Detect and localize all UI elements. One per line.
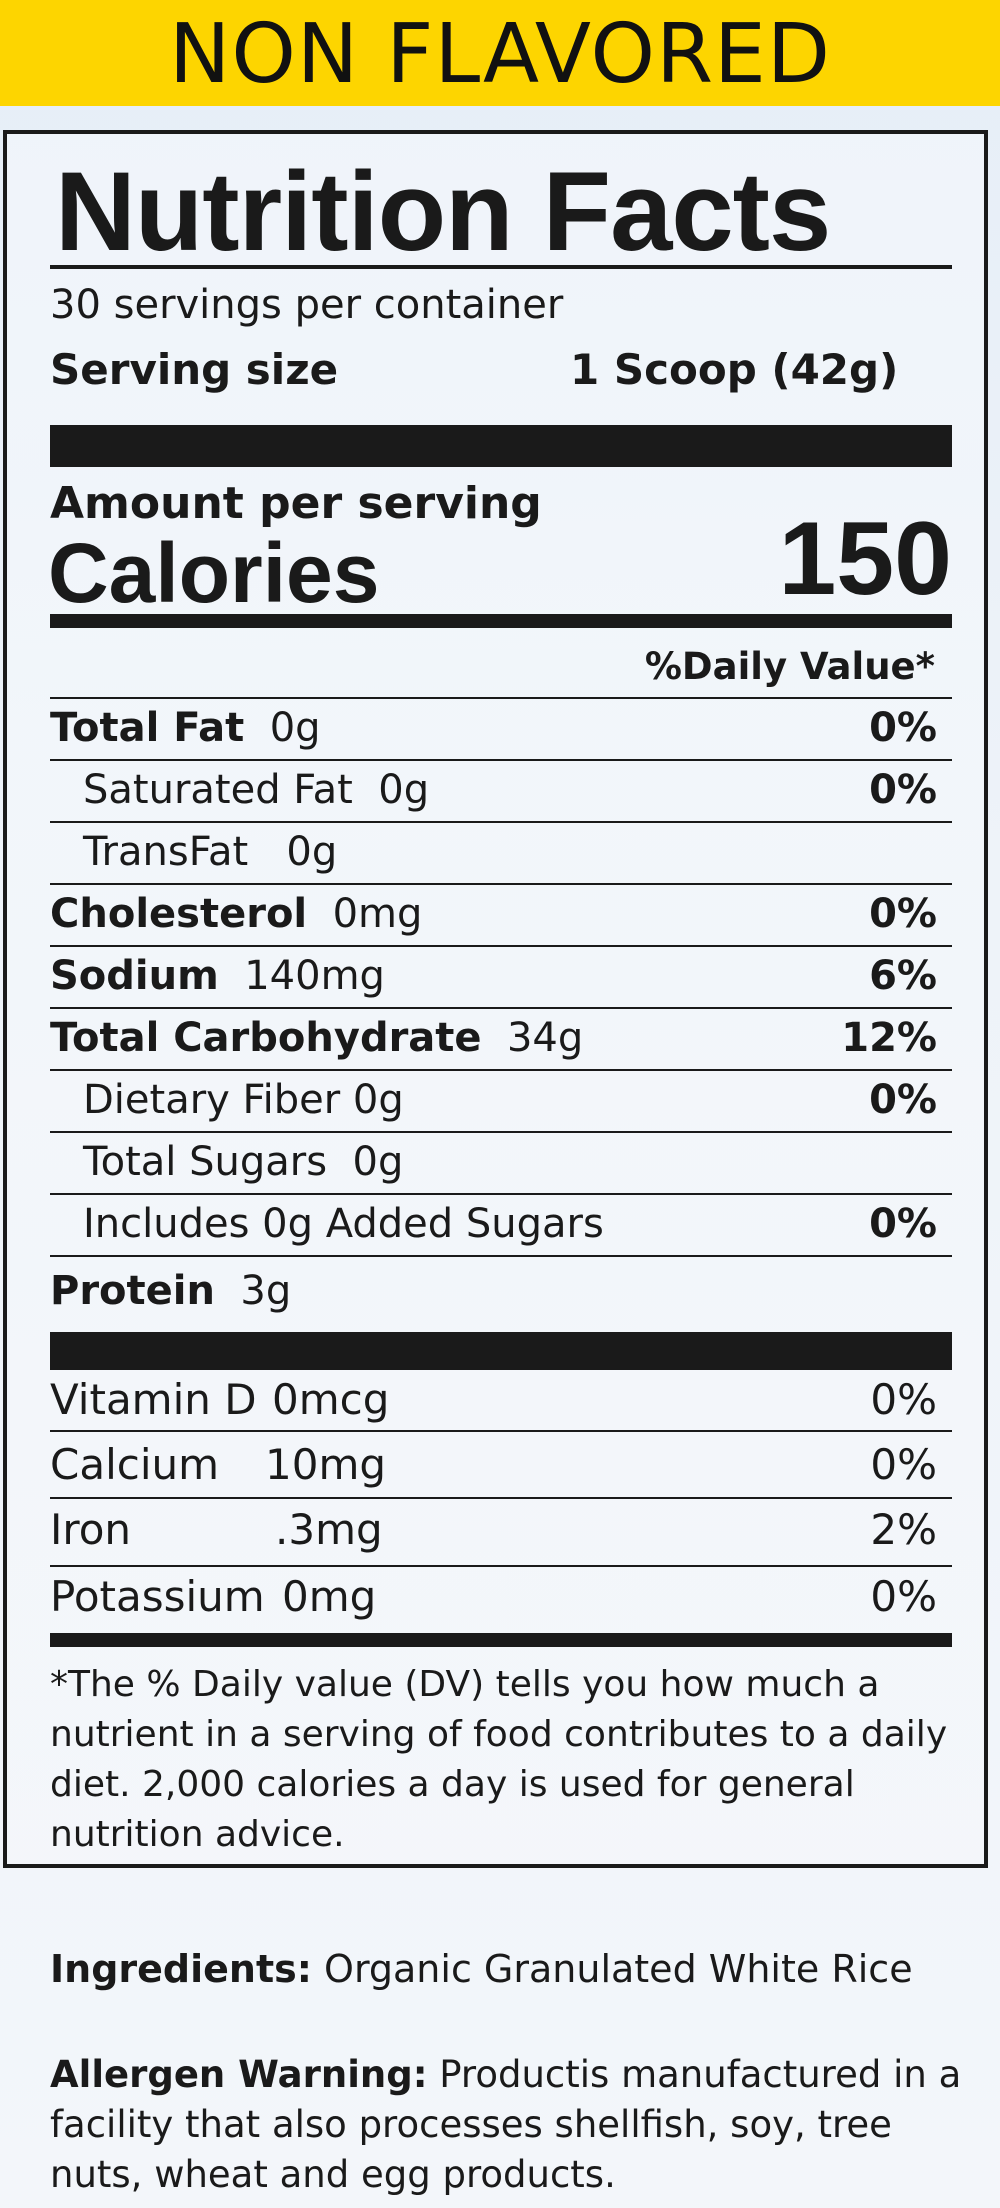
- nutrient-name: Cholesterol: [50, 891, 308, 937]
- thick-bar-vitamins: [50, 1332, 952, 1370]
- nutrient-amount: 34g: [506, 1015, 584, 1061]
- nutrient-name: Sodium: [50, 953, 219, 999]
- divider: [50, 1430, 952, 1432]
- serving-size-label: Serving size: [50, 345, 339, 394]
- divider: [50, 1193, 952, 1195]
- vitamin-name: Vitamin D: [50, 1375, 257, 1424]
- vitamin-amount: 10mg: [265, 1440, 387, 1489]
- vitamin-name: Potassium: [50, 1572, 265, 1621]
- divider: [50, 1255, 952, 1257]
- daily-value-footnote: *The % Daily value (DV) tells you how mu…: [50, 1664, 948, 1855]
- footnote-rule: [50, 1633, 952, 1647]
- vitamin-amount: 0mcg: [272, 1375, 390, 1424]
- vitamin-name: Iron: [50, 1505, 132, 1554]
- divider: [50, 1069, 952, 1071]
- nutrient-name: TransFat: [83, 829, 249, 875]
- nutrient-name: Total Sugars: [83, 1139, 328, 1185]
- divider: [50, 759, 952, 761]
- ingredients-line: Ingredients: Organic Granulated White Ri…: [50, 1947, 970, 1991]
- nutrient-name: Saturated Fat: [83, 767, 353, 813]
- vitamin-dv: 0%: [870, 1440, 937, 1489]
- calories-label: Calories: [48, 526, 380, 620]
- servings-per-container: 30 servings per container: [50, 282, 564, 328]
- nutrient-amount: 0mg: [332, 891, 423, 937]
- nutrient-dv: 6%: [869, 953, 937, 999]
- nutrition-facts-title: Nutrition Facts: [55, 149, 831, 274]
- nutrient-dv: 0%: [869, 1201, 937, 1247]
- nutrient-amount: 0g: [286, 829, 338, 875]
- allergen-warning: Allergen Warning: Productis manufactured…: [50, 2050, 970, 2200]
- divider: [50, 821, 952, 823]
- daily-value-header: %Daily Value*: [644, 645, 935, 688]
- vitamin-dv: 2%: [870, 1505, 937, 1554]
- title-rule: [50, 265, 952, 269]
- divider: [50, 697, 952, 699]
- vitamin-dv: 0%: [870, 1572, 937, 1621]
- divider: [50, 883, 952, 885]
- nutrient-amount: 0g: [269, 705, 321, 751]
- divider: [50, 1007, 952, 1009]
- nutrient-dv: 0%: [869, 891, 937, 937]
- vitamin-amount: 0mg: [282, 1572, 377, 1621]
- nutrient-dv: 0%: [869, 767, 937, 813]
- thick-bar-top: [50, 425, 952, 467]
- nutrient-amount: 3g: [240, 1268, 292, 1314]
- nutrient-name: Includes 0g Added Sugars: [83, 1201, 604, 1247]
- calories-rule: [50, 614, 952, 628]
- divider: [50, 1497, 952, 1499]
- nutrient-amount: 140mg: [244, 953, 385, 999]
- allergen-text: Productis manufactured in a facility tha…: [50, 2053, 962, 2196]
- nutrient-amount: 0g: [378, 767, 430, 813]
- nutrient-name: Dietary Fiber 0g: [83, 1077, 404, 1123]
- flavor-banner: NON FLAVORED: [0, 0, 1000, 106]
- divider: [50, 1565, 952, 1567]
- divider: [50, 945, 952, 947]
- vitamin-dv: 0%: [870, 1375, 937, 1424]
- amount-per-serving: Amount per serving: [50, 478, 542, 529]
- allergen-label: Allergen Warning:: [50, 2053, 428, 2096]
- nutrition-label-panel: [3, 130, 988, 1868]
- ingredients-text: Organic Granulated White Rice: [324, 1947, 913, 1991]
- vitamin-name: Calcium: [50, 1440, 220, 1489]
- serving-size-value: 1 Scoop (42g): [570, 345, 899, 394]
- nutrient-name: Total Carbohydrate: [50, 1015, 482, 1061]
- nutrient-name: Total Fat: [50, 705, 245, 751]
- ingredients-label: Ingredients:: [50, 1947, 312, 1991]
- nutrient-amount: 0g: [352, 1139, 404, 1185]
- nutrient-dv: 12%: [841, 1015, 937, 1061]
- vitamin-amount: .3mg: [275, 1505, 383, 1554]
- nutrient-dv: 0%: [869, 705, 937, 751]
- nutrient-name: Protein: [50, 1268, 215, 1314]
- calories-value: 150: [778, 501, 952, 617]
- divider: [50, 1131, 952, 1133]
- nutrient-dv: 0%: [869, 1077, 937, 1123]
